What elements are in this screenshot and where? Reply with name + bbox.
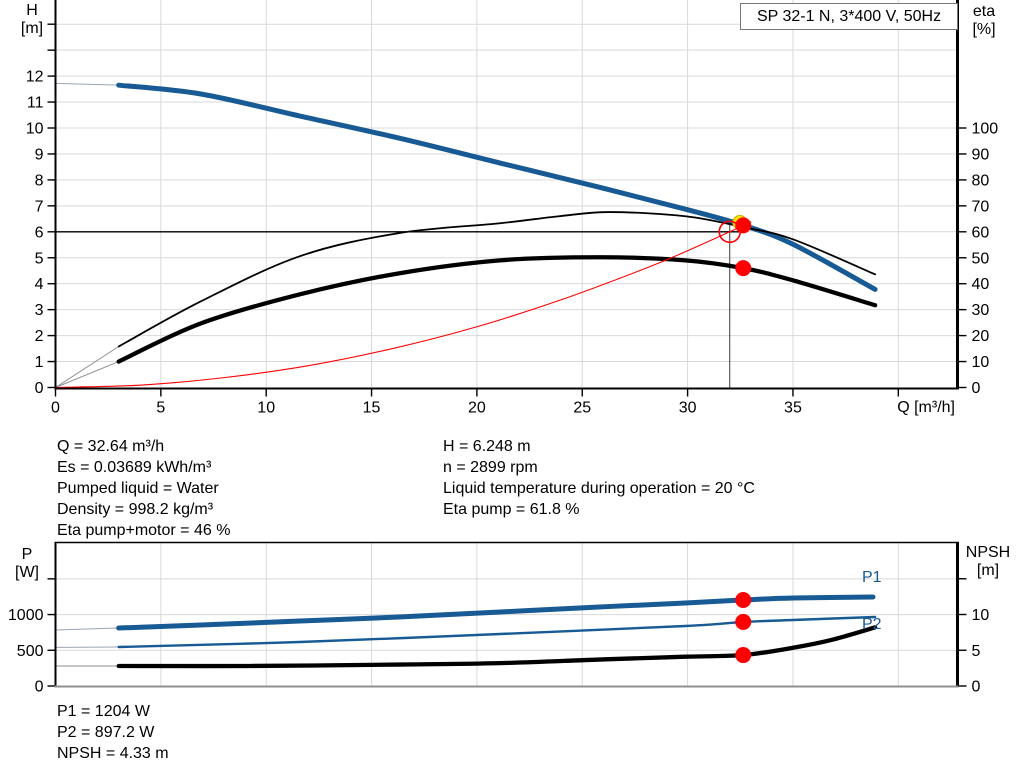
- tick-label: 1: [35, 354, 44, 371]
- tick-label: 30: [679, 400, 697, 417]
- red-operating-point: [735, 591, 752, 608]
- duty-info-left: Q = 32.64 m³/h Es = 0.03689 kWh/m³ Pumpe…: [57, 436, 230, 541]
- tick-label: 3: [35, 302, 44, 319]
- p-axis-label: P [W]: [8, 546, 46, 582]
- p2-curve-label: P2: [862, 616, 882, 633]
- tick-label: 35: [784, 400, 802, 417]
- tick-label: 7: [35, 198, 44, 215]
- duty-crosshair: [55, 221, 741, 388]
- p-axis-unit: [W]: [15, 564, 39, 581]
- eta-axis-symbol: eta: [972, 3, 996, 20]
- tick-label: 20: [972, 328, 990, 345]
- tick-label: 100: [972, 121, 999, 138]
- tick-label: 50: [972, 250, 990, 267]
- h-axis-symbol: H: [26, 2, 38, 19]
- p1-curve: [116, 594, 876, 631]
- tick-label: 12: [26, 69, 44, 86]
- curve-extension: [55, 82, 119, 86]
- power-npsh-chart: 0 500 1000 0 5 10: [8, 541, 990, 696]
- curve-extensions: [55, 627, 119, 667]
- tick-label: 0: [972, 679, 981, 696]
- tick-label: 11: [27, 95, 44, 112]
- duty-point-open-circle: [718, 220, 742, 244]
- npsh-axis-symbol: NPSH: [965, 544, 1011, 561]
- info-line-eta-pump: Eta pump = 61.8 %: [443, 501, 580, 518]
- tick-label: 60: [972, 224, 990, 241]
- tick-label: 10: [972, 354, 990, 371]
- info-line-eta-total: Eta pump+motor = 46 %: [57, 522, 231, 539]
- tick-label: 20: [468, 400, 486, 417]
- eta-pump-motor-curve: [116, 255, 878, 364]
- p-axis-symbol: P: [21, 546, 33, 563]
- info-line-n: n = 2899 rpm: [443, 459, 538, 476]
- tick-label: 30: [972, 302, 990, 319]
- tick-label: 70: [972, 198, 990, 215]
- info-line-npsh: NPSH = 4.33 m: [57, 745, 169, 762]
- tick-label: 1000: [8, 607, 44, 624]
- eta-axis-unit: [%]: [972, 21, 996, 38]
- npsh-axis-label: NPSH [m]: [960, 544, 1016, 580]
- red-operating-point: [735, 613, 752, 630]
- info-line-p1: P1 = 1204 W: [57, 703, 150, 720]
- tick-label: 5: [156, 400, 165, 417]
- q-axis-label: Q [m³/h]: [897, 399, 955, 416]
- operating-point-markers: [735, 591, 752, 664]
- tick-label: 9: [35, 146, 44, 163]
- p1-curve-label: P1: [862, 569, 882, 586]
- curve-extension: [55, 346, 119, 388]
- tick-label: 15: [363, 400, 381, 417]
- red-operating-point: [735, 260, 752, 277]
- npsh-axis-unit: [m]: [976, 562, 1000, 579]
- tick-label: 5: [35, 250, 44, 267]
- gridlines: [55, 542, 958, 687]
- system-curve-curve: [54, 221, 752, 389]
- eta-axis-label: eta [%]: [962, 3, 1006, 39]
- info-line-liquid: Pumped liquid = Water: [57, 480, 219, 497]
- tick-label: 4: [35, 276, 44, 293]
- tick-label: 8: [35, 172, 44, 189]
- tick-label: 6: [35, 224, 44, 241]
- tick-label: 5: [972, 643, 981, 660]
- curve-extensions: [55, 82, 119, 388]
- tick-label: 80: [972, 172, 990, 189]
- duty-info-right: H = 6.248 m n = 2899 rpm Liquid temperat…: [443, 436, 755, 520]
- axes: [54, 541, 959, 688]
- pump-model-box: SP 32-1 N, 3*400 V, 50Hz: [740, 3, 958, 30]
- info-line-p2: P2 = 897.2 W: [57, 724, 155, 741]
- info-line-q: Q = 32.64 m³/h: [57, 438, 165, 455]
- tick-label: 0: [51, 400, 60, 417]
- gridlines: [55, 0, 958, 389]
- tick-label: 2: [35, 328, 44, 345]
- info-line-es: Es = 0.03689 kWh/m³: [57, 459, 212, 476]
- h-axis-label: H [m]: [14, 2, 50, 38]
- info-line-density: Density = 998.2 kg/m³: [57, 501, 214, 518]
- tick-label: 10: [972, 607, 990, 624]
- eta-pump-curve: [117, 211, 877, 348]
- ticks: 0 500 1000 0 5 10: [8, 578, 990, 696]
- axes: [54, 0, 959, 390]
- tick-label: 0: [35, 679, 44, 696]
- tick-label: 10: [26, 121, 44, 138]
- power-info: P1 = 1204 W P2 = 897.2 W NPSH = 4.33 m: [57, 701, 169, 764]
- tick-label: 0: [972, 380, 981, 397]
- npsh-curve: [116, 625, 878, 669]
- tick-label: 10: [257, 400, 275, 417]
- info-line-temp: Liquid temperature during operation = 20…: [443, 480, 755, 497]
- curve-extension: [55, 627, 119, 631]
- operating-point-markers: [718, 214, 752, 277]
- curve-extension: [55, 361, 119, 388]
- info-line-h: H = 6.248 m: [443, 438, 531, 455]
- p2-curve: [117, 615, 877, 649]
- tick-label: 40: [972, 276, 990, 293]
- tick-label: 90: [972, 146, 990, 163]
- tick-label: 500: [17, 643, 44, 660]
- tick-label: 25: [573, 400, 591, 417]
- tick-label: 0: [35, 380, 44, 397]
- red-operating-point: [735, 647, 752, 664]
- h-axis-unit: [m]: [20, 20, 44, 37]
